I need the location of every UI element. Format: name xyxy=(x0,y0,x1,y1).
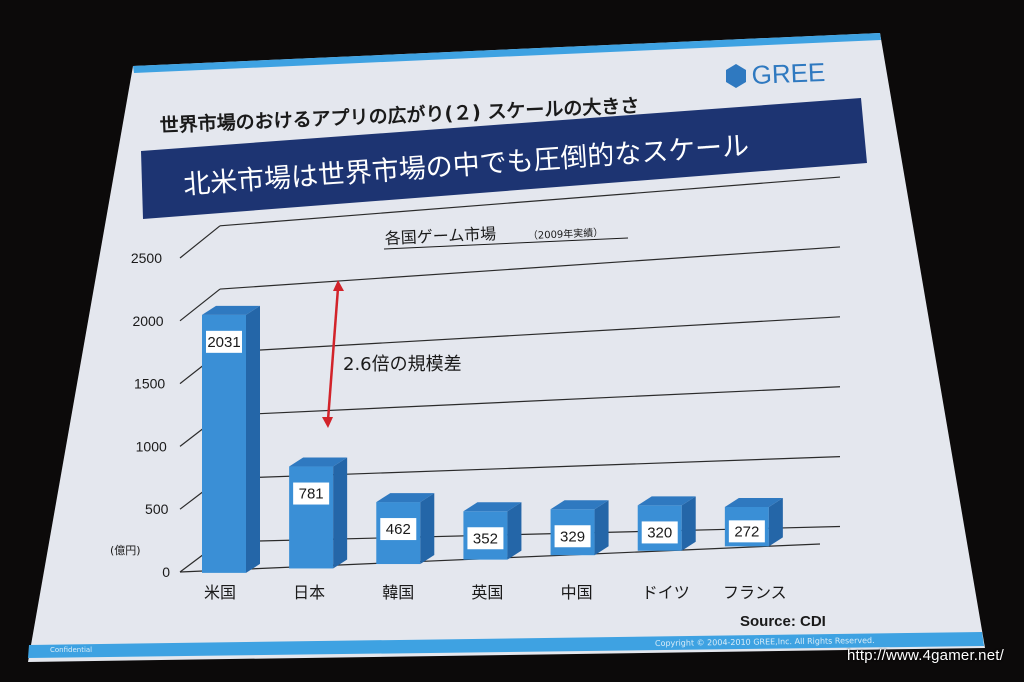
chart-title-underline xyxy=(383,237,629,250)
y-tick-label: 0 xyxy=(162,564,170,580)
bar-side xyxy=(507,502,522,560)
gridline-depth xyxy=(179,225,221,259)
bar-top xyxy=(376,493,435,503)
chart-title: 各国ゲーム市場 xyxy=(384,224,496,248)
data-label: 320 xyxy=(647,524,672,541)
gridline xyxy=(219,386,841,417)
bar xyxy=(289,466,334,569)
gridline xyxy=(219,176,841,227)
gridline xyxy=(219,246,841,290)
y-axis-unit-label: (億円) xyxy=(110,544,141,557)
x-tick-label: フランス xyxy=(723,583,787,602)
x-tick-label: ドイツ xyxy=(642,583,690,602)
confidential-text: Confidential xyxy=(50,646,92,654)
gridline-depth xyxy=(179,288,221,322)
bar-top xyxy=(463,502,522,512)
bar-side xyxy=(333,457,348,569)
bar-chart: 0 500 1000 1500 2000 2500 (億円) 各国ゲーム市場 （2009年実績）… xyxy=(110,176,841,630)
data-label-box xyxy=(467,527,504,550)
annotation-text: 2.6倍の規模差 xyxy=(343,354,462,375)
bar-side xyxy=(681,496,696,551)
data-label: 781 xyxy=(299,486,324,503)
data-label-box xyxy=(206,330,242,353)
y-tick-label: 2000 xyxy=(132,313,163,329)
y-tick-label: 500 xyxy=(145,501,169,517)
y-tick-label: 1500 xyxy=(134,376,165,392)
data-label-box xyxy=(380,518,417,541)
bar-top xyxy=(202,305,260,315)
x-tick-label: 中国 xyxy=(561,583,593,602)
chart-subtitle: （2009年実績） xyxy=(528,226,604,242)
bar-side xyxy=(768,498,783,547)
bar-top xyxy=(637,496,696,506)
x-tick-label: 米国 xyxy=(204,583,236,602)
data-label: 462 xyxy=(386,521,411,538)
bar-top xyxy=(550,500,609,510)
bar-top xyxy=(289,457,348,467)
x-tick-label: 英国 xyxy=(471,583,503,602)
data-label-box xyxy=(293,482,330,505)
source-label: Source: CDI xyxy=(740,613,826,630)
bar-side xyxy=(594,500,609,556)
bar-top xyxy=(724,498,783,508)
data-label-box xyxy=(641,521,678,544)
hexagon-icon xyxy=(726,64,746,88)
data-label: 272 xyxy=(734,523,759,540)
copyright-text: Copyright © 2004-2010 GREE,Inc. All Righ… xyxy=(655,636,875,648)
watermark-url: http://www.4gamer.net/ xyxy=(847,647,1004,664)
y-tick-label: 1000 xyxy=(136,438,167,454)
data-label: 2031 xyxy=(207,334,240,351)
annotation-arrow-head-down xyxy=(322,417,333,428)
bar xyxy=(202,314,246,573)
annotation-arrow-line xyxy=(326,287,340,421)
gridline xyxy=(219,316,841,353)
gree-logo: GREE xyxy=(726,57,826,90)
bar-side xyxy=(246,305,260,573)
x-tick-label: 日本 xyxy=(293,583,325,602)
y-tick-label: 2500 xyxy=(131,250,162,266)
title-banner xyxy=(141,98,867,219)
x-tick-label: 韓国 xyxy=(382,583,414,602)
footer-bar xyxy=(28,632,984,658)
data-label-box xyxy=(554,525,591,548)
annotation-arrow-head-up xyxy=(333,280,344,291)
slide-top-rule xyxy=(133,33,881,73)
data-label: 352 xyxy=(473,530,498,547)
data-label: 329 xyxy=(560,528,585,545)
bar-side xyxy=(420,493,435,565)
data-label-box xyxy=(728,520,765,543)
logo-text: GREE xyxy=(751,57,826,90)
